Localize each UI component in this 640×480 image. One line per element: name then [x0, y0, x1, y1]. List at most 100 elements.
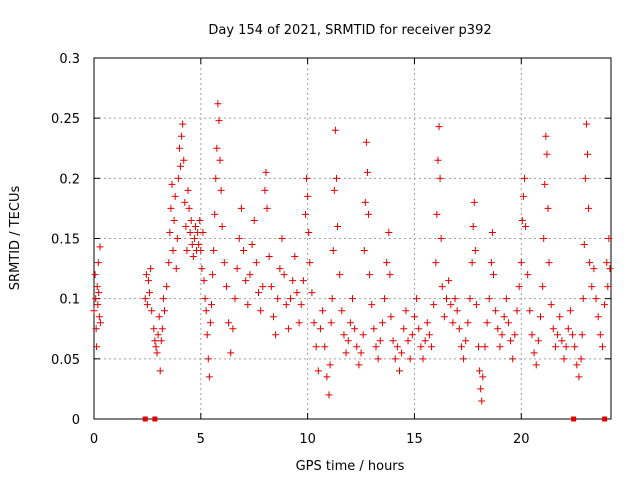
data-point: [196, 216, 204, 224]
data-point: [262, 168, 270, 176]
data-point: [406, 355, 414, 363]
data-point: [212, 174, 220, 182]
data-point: [413, 295, 421, 303]
data-point: [507, 337, 515, 345]
data-point: [213, 144, 221, 152]
data-point: [430, 301, 438, 309]
data-point: [147, 265, 155, 273]
data-point: [433, 210, 441, 218]
data-point: [487, 259, 495, 267]
data-point: [326, 361, 334, 369]
data-point: [329, 247, 337, 255]
x-tick-label: 20: [513, 432, 530, 447]
data-point: [321, 343, 329, 351]
data-point: [163, 283, 171, 291]
data-point: [274, 295, 282, 303]
data-point: [293, 289, 301, 297]
data-point: [184, 186, 192, 194]
x-tick-label: 0: [90, 432, 98, 447]
data-point: [558, 337, 566, 345]
data-point: [218, 222, 226, 230]
data-point: [206, 319, 214, 327]
data-point: [357, 349, 365, 357]
data-point: [336, 271, 344, 279]
y-tick-label: 0.3: [59, 52, 80, 67]
data-point: [432, 259, 440, 267]
data-point: [376, 337, 384, 345]
data-point: [547, 301, 555, 309]
data-point: [542, 132, 550, 140]
data-point: [310, 319, 318, 327]
data-point: [143, 301, 151, 309]
data-point: [381, 295, 389, 303]
data-point: [312, 343, 320, 351]
data-point: [421, 337, 429, 345]
data-point: [306, 259, 314, 267]
data-point: [200, 277, 208, 285]
data-point: [204, 355, 212, 363]
data-point: [342, 349, 350, 357]
data-point: [216, 156, 224, 164]
data-point: [302, 210, 309, 218]
data-point: [437, 235, 445, 242]
data-point: [492, 307, 500, 315]
data-point: [167, 204, 175, 212]
chart-title: Day 154 of 2021, SRMTID for receiver p39…: [208, 23, 491, 38]
data-point: [327, 319, 335, 327]
data-point: [191, 222, 199, 230]
data-point: [331, 126, 339, 134]
data-point: [490, 271, 497, 279]
data-point: [177, 162, 185, 170]
data-point: [372, 343, 380, 351]
data-point: [488, 228, 496, 236]
data-point: [334, 222, 342, 230]
data-points: [90, 100, 614, 405]
data-point: [540, 235, 548, 242]
data-point: [235, 235, 243, 242]
data-point: [400, 325, 408, 333]
data-point: [544, 204, 552, 212]
data-point: [332, 174, 340, 182]
data-point: [190, 235, 198, 242]
x-tick-label: 15: [406, 432, 423, 447]
data-point: [186, 228, 194, 236]
data-point: [451, 295, 459, 303]
data-point: [464, 319, 472, 327]
data-point: [468, 259, 476, 267]
data-point: [95, 313, 103, 321]
x-tick-label: 5: [197, 432, 205, 447]
data-point: [539, 283, 547, 291]
data-point: [188, 241, 196, 249]
y-tick-label: 0.05: [51, 353, 80, 368]
data-point: [404, 337, 412, 345]
y-axis-label: SRMTID / TECUs: [8, 186, 23, 291]
data-point: [398, 349, 406, 357]
data-point: [209, 271, 217, 279]
data-point: [158, 325, 166, 333]
data-point: [189, 253, 197, 261]
data-point: [171, 192, 179, 200]
data-point: [436, 174, 444, 182]
data-point: [592, 295, 600, 303]
y-tick-label: 0.25: [51, 112, 80, 127]
data-point: [534, 337, 542, 345]
data-point: [386, 271, 394, 279]
data-point: [417, 343, 425, 351]
data-point: [476, 367, 484, 375]
data-point: [304, 192, 312, 200]
data-point: [475, 343, 483, 351]
data-point: [577, 355, 585, 363]
data-point: [419, 355, 427, 363]
data-point: [494, 325, 502, 333]
data-point: [564, 325, 572, 333]
data-point: [187, 216, 195, 224]
data-point: [181, 198, 189, 206]
data-point: [161, 307, 168, 315]
data-point: [240, 247, 248, 255]
data-point: [178, 132, 186, 140]
data-point: [598, 343, 606, 351]
data-point: [513, 307, 521, 315]
data-point: [443, 295, 450, 303]
data-point: [566, 307, 574, 315]
data-point: [165, 259, 173, 267]
